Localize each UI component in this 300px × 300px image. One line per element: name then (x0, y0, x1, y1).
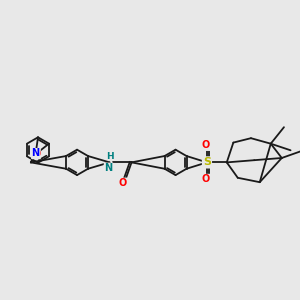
Text: N: N (32, 148, 40, 158)
Text: S: S (203, 158, 211, 167)
Text: O: O (119, 178, 127, 188)
Text: N: N (104, 164, 112, 173)
Text: H: H (106, 152, 113, 161)
Text: O: O (202, 140, 210, 151)
Text: O: O (202, 174, 210, 184)
Text: O: O (32, 149, 40, 159)
